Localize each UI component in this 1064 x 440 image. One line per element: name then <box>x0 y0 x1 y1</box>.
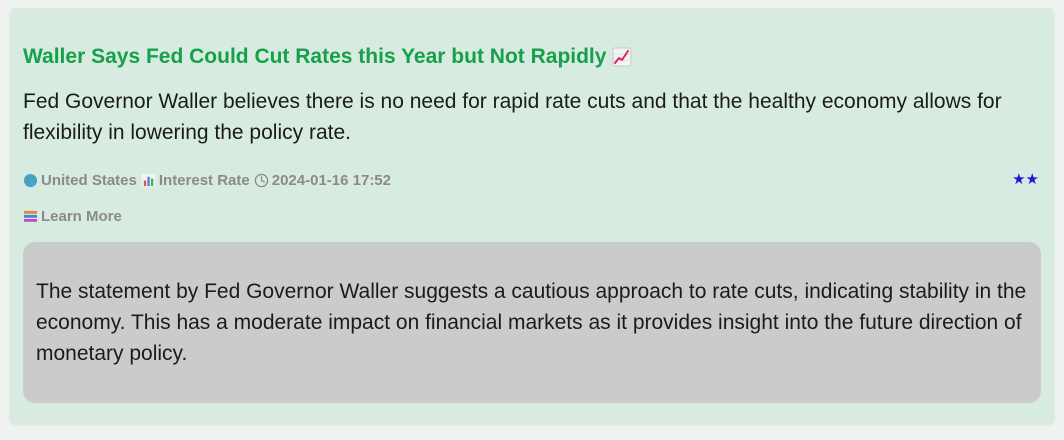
news-card: Waller Says Fed Could Cut Rates this Yea… <box>10 8 1054 424</box>
country-tag: United States <box>23 172 137 189</box>
learn-more-link[interactable]: Learn More <box>23 204 122 228</box>
analysis-text: The statement by Fed Governor Waller sug… <box>36 279 1027 365</box>
country-label: United States <box>41 171 137 189</box>
timestamp-tag: 2024-01-16 17:52 <box>254 172 391 189</box>
news-title-text: Waller Says Fed Could Cut Rates this Yea… <box>23 45 607 68</box>
news-summary: Fed Governor Waller believes there is no… <box>23 90 1002 144</box>
learn-more-label: Learn More <box>41 207 122 225</box>
timestamp-label: 2024-01-16 17:52 <box>271 171 391 189</box>
bar-chart-icon <box>141 173 155 187</box>
category-label: Interest Rate <box>158 171 250 189</box>
category-tag: Interest Rate <box>141 172 250 189</box>
clock-icon <box>254 173 268 187</box>
books-icon <box>23 210 38 222</box>
news-title: Waller Says Fed Could Cut Rates this Yea… <box>23 42 1041 72</box>
globe-icon <box>23 173 38 187</box>
importance-stars: ★★ <box>1012 171 1039 188</box>
chart-increasing-icon <box>612 47 632 67</box>
news-meta: United States Interest Rate 2024-01-16 1… <box>23 168 1041 192</box>
analysis-box: The statement by Fed Governor Waller sug… <box>23 241 1041 403</box>
